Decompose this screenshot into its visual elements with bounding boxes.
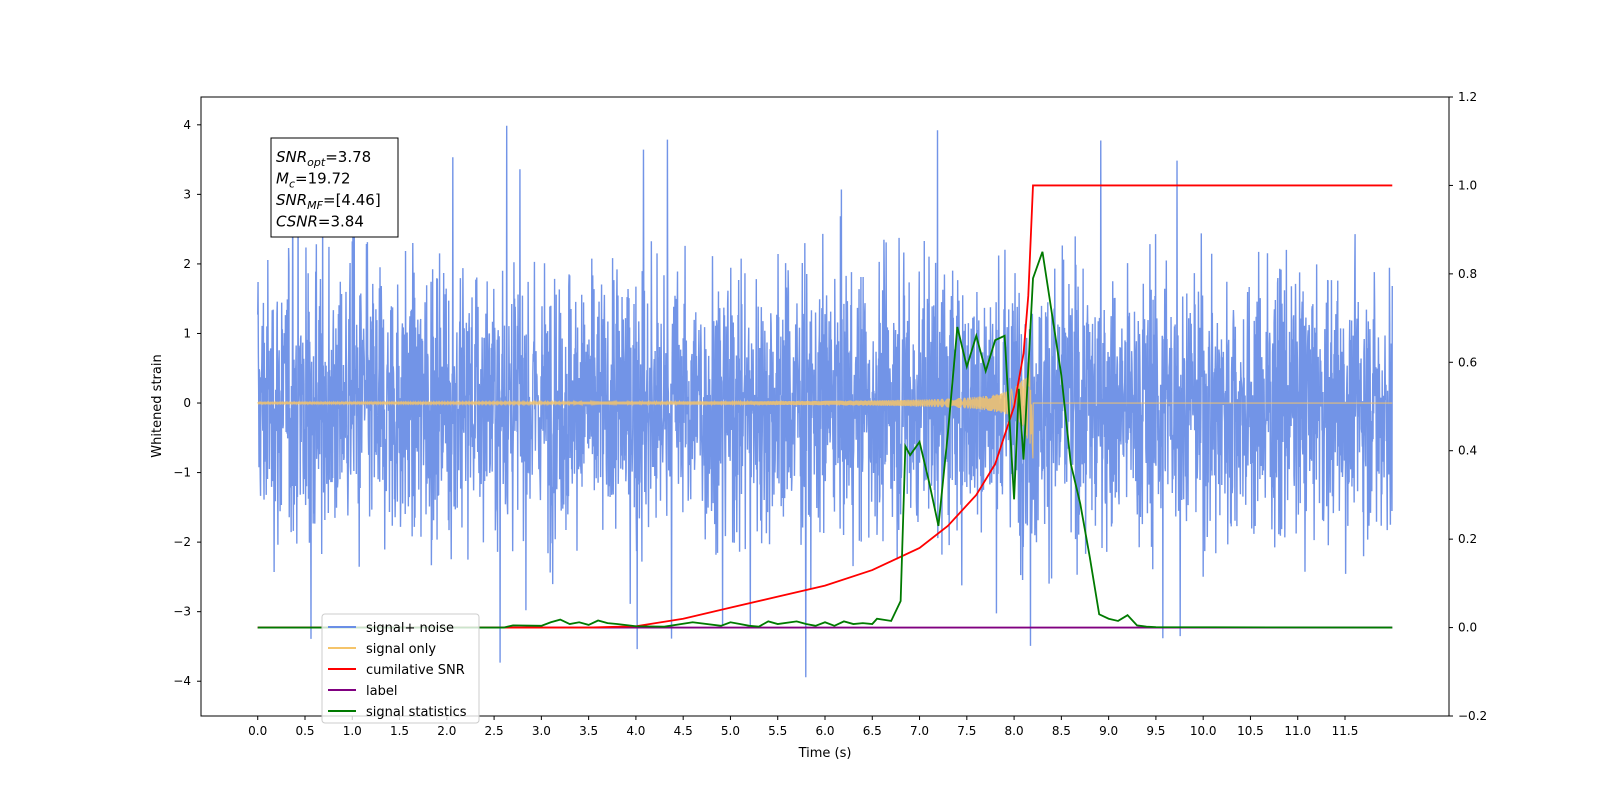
annotation-frame <box>270 137 399 238</box>
series-signal-plus-noise <box>257 125 1393 678</box>
x-tick-label: 5.0 <box>721 724 740 738</box>
annotation-line: CSNR=3.84 <box>276 213 364 231</box>
y-left-tick-label: −4 <box>173 674 191 688</box>
x-axis: 0.0 0.5 1.0 1.5 2.0 2.5 3.0 3.5 4.0 4.5 5.0 5.5 6.0 6… <box>248 716 1358 738</box>
y-right-tick-label: 0.0 <box>1458 621 1477 635</box>
series-signal-only <box>257 354 1393 459</box>
y-axis-right: 1.2 1.0 0.8 0.6 0.4 0.2 0.0 −0.2 <box>1449 90 1487 723</box>
y-right-tick-label: 0.6 <box>1458 355 1477 369</box>
x-tick-label: 9.0 <box>1099 724 1118 738</box>
x-tick-label: 9.5 <box>1146 724 1165 738</box>
y-left-tick-label: 1 <box>183 326 191 340</box>
x-tick-label: 10.5 <box>1237 724 1264 738</box>
annotation-line: SNRMF=[4.46] <box>276 191 381 212</box>
legend: signal+ noise signal only cumilative SNR la… <box>321 613 480 724</box>
y-right-tick-label: 0.2 <box>1458 532 1477 546</box>
x-tick-label: 0.5 <box>295 724 314 738</box>
y-right-tick-label: 1.2 <box>1458 90 1477 104</box>
x-tick-label: 3.0 <box>532 724 551 738</box>
y-left-tick-label: 0 <box>183 396 191 410</box>
legend-label: signal only <box>366 642 436 657</box>
x-tick-label: 11.5 <box>1332 724 1359 738</box>
legend-label: cumilative SNR <box>366 663 465 678</box>
x-tick-label: 0.0 <box>248 724 267 738</box>
y-axis-label: Whitened strain <box>150 354 165 457</box>
x-tick-label: 10.0 <box>1190 724 1217 738</box>
series-signal-statistics <box>257 251 1393 629</box>
x-tick-label: 6.0 <box>815 724 834 738</box>
legend-label: signal+ noise <box>366 621 454 636</box>
y-left-tick-label: 2 <box>183 257 191 271</box>
x-tick-label: 1.5 <box>390 724 409 738</box>
legend-label: signal statistics <box>366 705 467 720</box>
x-tick-label: 7.0 <box>910 724 929 738</box>
x-tick-label: 6.5 <box>863 724 882 738</box>
y-right-tick-label: −0.2 <box>1458 709 1487 723</box>
y-left-tick-label: 4 <box>183 118 191 132</box>
legend-label: label <box>366 684 397 699</box>
series-cumulative-snr <box>257 184 1393 629</box>
annotation-line: SNRopt=3.78 <box>276 148 371 169</box>
x-tick-label: 7.5 <box>957 724 976 738</box>
x-tick-label: 2.0 <box>437 724 456 738</box>
x-tick-label: 5.5 <box>768 724 787 738</box>
y-left-tick-label: −3 <box>173 605 191 619</box>
x-axis-label: Time (s) <box>798 746 852 761</box>
x-tick-label: 2.5 <box>485 724 504 738</box>
x-tick-label: 8.0 <box>1005 724 1024 738</box>
y-right-tick-label: 1.0 <box>1458 178 1477 192</box>
y-left-tick-label: −1 <box>173 466 191 480</box>
annotation-line: Mc=19.72 <box>276 170 351 191</box>
y-right-tick-label: 0.8 <box>1458 267 1477 281</box>
x-tick-label: 4.0 <box>626 724 645 738</box>
x-tick-label: 4.5 <box>674 724 693 738</box>
x-tick-label: 3.5 <box>579 724 598 738</box>
legend-frame <box>321 613 480 724</box>
x-tick-label: 8.5 <box>1052 724 1071 738</box>
y-left-tick-label: −2 <box>173 535 191 549</box>
y-axis-left: 4 3 2 1 0 −1 −2 −3 −4 <box>173 118 201 688</box>
y-right-tick-label: 0.4 <box>1458 444 1477 458</box>
y-left-tick-label: 3 <box>183 187 191 201</box>
x-tick-label: 1.0 <box>343 724 362 738</box>
x-tick-label: 11.0 <box>1284 724 1311 738</box>
